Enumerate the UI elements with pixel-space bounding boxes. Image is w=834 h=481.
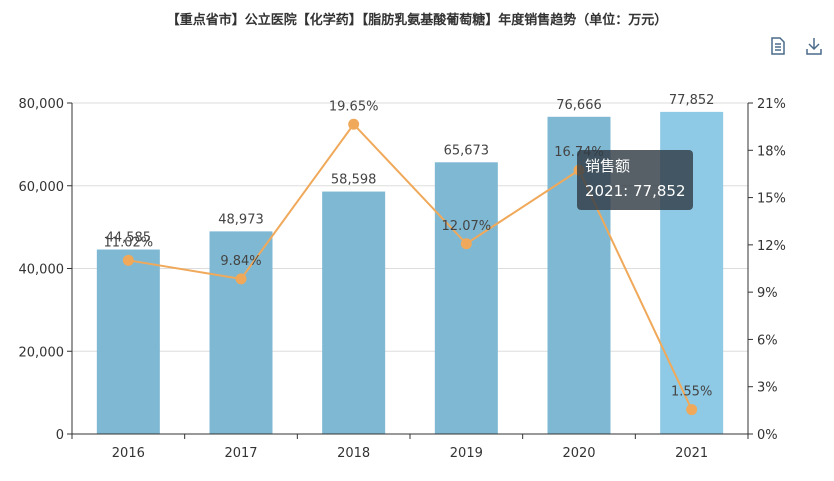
bar bbox=[434, 162, 498, 435]
data-view-button[interactable] bbox=[768, 36, 788, 56]
growth-value-label: 1.55% bbox=[671, 385, 712, 400]
document-icon bbox=[771, 37, 785, 55]
right-tick-label: 6% bbox=[757, 333, 778, 348]
growth-point bbox=[348, 118, 360, 130]
x-tick-label: 2016 bbox=[112, 446, 145, 461]
left-tick-label: 0 bbox=[56, 428, 64, 443]
bar-value-label: 77,852 bbox=[669, 93, 715, 108]
right-tick-label: 15% bbox=[757, 192, 786, 207]
right-tick-label: 12% bbox=[757, 239, 786, 254]
tooltip-series-name: 销售额 bbox=[585, 157, 631, 175]
growth-point bbox=[686, 404, 698, 416]
x-tick-label: 2017 bbox=[224, 446, 257, 461]
growth-point bbox=[460, 238, 472, 250]
x-tick-label: 2021 bbox=[675, 446, 708, 461]
save-image-button[interactable] bbox=[804, 36, 824, 56]
growth-value-label: 19.65% bbox=[329, 99, 379, 114]
bar-value-label: 65,673 bbox=[444, 143, 490, 158]
bar bbox=[209, 231, 273, 434]
x-tick-label: 2019 bbox=[450, 446, 483, 461]
left-tick-label: 80,000 bbox=[19, 97, 65, 112]
x-tick-label: 2020 bbox=[562, 446, 595, 461]
x-tick-label: 2018 bbox=[337, 446, 370, 461]
right-tick-label: 0% bbox=[757, 428, 778, 443]
download-icon bbox=[806, 38, 822, 55]
growth-value-label: 12.07% bbox=[442, 219, 492, 234]
right-tick-label: 3% bbox=[757, 381, 778, 396]
bar bbox=[96, 249, 160, 434]
growth-value-label: 11.02% bbox=[104, 235, 154, 250]
growth-point bbox=[235, 273, 247, 285]
bar bbox=[322, 191, 386, 434]
bar-value-label: 44,585 bbox=[106, 231, 152, 246]
chart-tooltip: 销售额 2021: 77,852 bbox=[577, 150, 694, 210]
right-tick-label: 21% bbox=[757, 97, 786, 112]
bar-value-label: 76,666 bbox=[556, 98, 602, 113]
right-tick-label: 9% bbox=[757, 286, 778, 301]
growth-point bbox=[122, 254, 134, 266]
chart-title: 【重点省市】公立医院【化学药】【脂肪乳氨基酸葡萄糖】年度销售趋势（单位：万元） bbox=[166, 13, 668, 28]
left-tick-label: 20,000 bbox=[19, 345, 65, 360]
bar-value-label: 58,598 bbox=[331, 173, 377, 188]
bar-value-label: 48,973 bbox=[218, 212, 264, 227]
left-tick-label: 40,000 bbox=[19, 263, 65, 278]
growth-value-label: 9.84% bbox=[220, 254, 261, 269]
tooltip-value: 2021: 77,852 bbox=[585, 182, 686, 200]
toolbox bbox=[768, 36, 824, 56]
right-tick-label: 18% bbox=[757, 144, 786, 159]
left-tick-label: 60,000 bbox=[19, 180, 65, 195]
growth-line bbox=[128, 122, 693, 410]
